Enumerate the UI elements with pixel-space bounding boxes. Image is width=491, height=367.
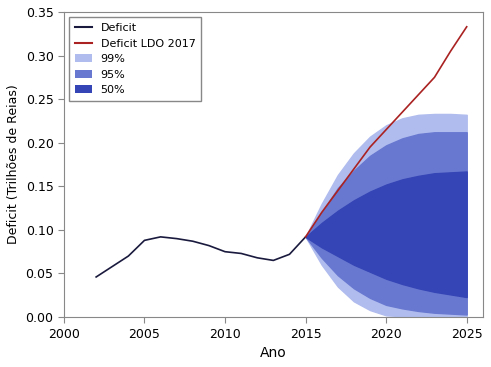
Deficit LDO 2017 [415,92,421,97]
Deficit [93,275,99,279]
Deficit LDO 2017 [464,25,470,29]
Deficit [109,264,115,269]
Deficit LDO 2017 [432,75,437,80]
Deficit [206,243,212,248]
Deficit [271,258,276,263]
X-axis label: Ano: Ano [260,346,287,360]
Deficit LDO 2017 [448,49,454,53]
Deficit LDO 2017 [399,110,405,115]
Deficit LDO 2017 [302,235,308,239]
Deficit [158,235,164,239]
Deficit LDO 2017 [335,189,341,193]
Deficit [125,254,131,258]
Deficit LDO 2017 [367,145,373,149]
Deficit [222,250,228,254]
Y-axis label: Deficit (Trilhões de Reias): Deficit (Trilhões de Reias) [7,85,20,244]
Deficit LDO 2017 [351,167,357,171]
Deficit [141,238,147,243]
Deficit [302,235,308,239]
Deficit [174,236,180,241]
Deficit [254,255,260,260]
Deficit [190,239,196,243]
Legend: Deficit, Deficit LDO 2017, 99%, 95%, 50%: Deficit, Deficit LDO 2017, 99%, 95%, 50% [69,18,201,101]
Line: Deficit: Deficit [96,237,305,277]
Line: Deficit LDO 2017: Deficit LDO 2017 [305,27,467,237]
Deficit LDO 2017 [319,210,325,215]
Deficit LDO 2017 [383,127,389,132]
Deficit [238,251,244,256]
Deficit [287,252,293,257]
